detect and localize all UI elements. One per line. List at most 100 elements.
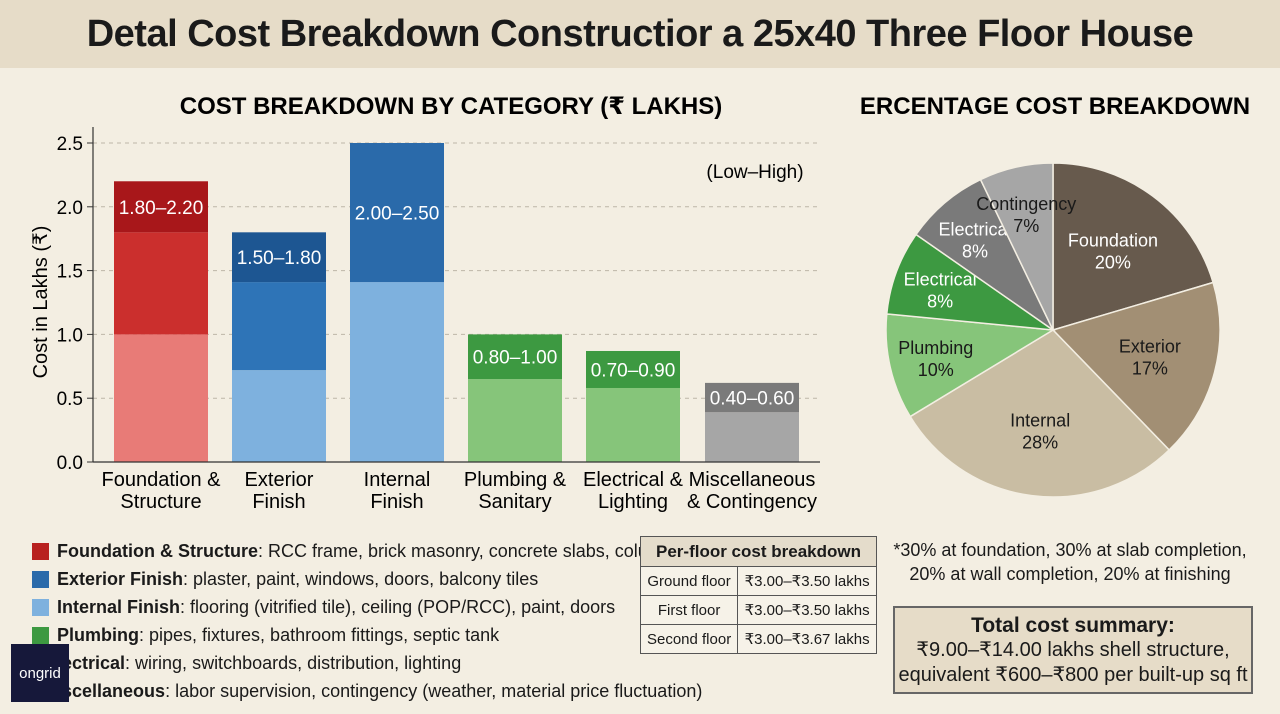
- pie-slice: [979, 162, 1054, 331]
- per-floor-table: Per-floor cost breakdown Ground floor ₹3…: [639, 536, 877, 654]
- payment-note: *30% at foundation, 30% at slab completi…: [890, 538, 1250, 586]
- floor-cost: ₹3.00–₹3.67 lakhs: [737, 624, 877, 654]
- pie-slice-name: Electrical: [939, 219, 1012, 239]
- legend-swatch: [32, 598, 49, 616]
- bar-segment: [114, 181, 208, 233]
- legend-row-plumbing: Plumbing : pipes, fixtures, bathroom fit…: [32, 621, 652, 649]
- floor-name: Ground floor: [639, 566, 739, 596]
- bar-value-label: 1.50–1.80: [237, 248, 322, 269]
- x-tick-label: Electrical &: [583, 469, 684, 491]
- bar-segment: [232, 232, 326, 283]
- x-tick-label: Lighting: [598, 491, 668, 513]
- pie-slice: [885, 313, 1056, 418]
- bar-segment: [232, 370, 326, 462]
- pie-slice-percent: 28%: [1022, 432, 1058, 452]
- y-tick-label: 1.5: [57, 262, 83, 283]
- legend-name: iscellaneous: [57, 680, 166, 701]
- pie-slice-name: Electrical: [904, 269, 977, 289]
- pie-slice-percent: 20%: [1095, 253, 1131, 273]
- pie-slice: [909, 329, 1171, 498]
- legend-name: Exterior Finish: [57, 568, 184, 589]
- legend-row-miscellaneous: iscellaneous : labor supervision, contin…: [32, 677, 702, 705]
- bar-segment: [586, 387, 680, 462]
- summary-line: equivalent ₹600–₹800 per built-up sq ft: [898, 664, 1248, 686]
- bar-segment: [468, 379, 562, 462]
- bar-segment: [705, 382, 799, 413]
- table-row: Ground floor ₹3.00–₹3.50 lakhs: [639, 566, 877, 596]
- pie-slice-name: Plumbing: [898, 338, 973, 358]
- bar-value-label: 2.00–2.50: [355, 204, 440, 225]
- pie-slice-name: Exterior: [1119, 336, 1181, 356]
- x-tick-label: Plumbing &: [464, 469, 567, 491]
- chart-annotation: (Low–High): [706, 162, 803, 183]
- legend-name: Plumbing: [57, 624, 139, 645]
- bar-value-label: 0.40–0.60: [710, 389, 795, 410]
- x-tick-label: Internal: [364, 469, 431, 491]
- legend-swatch: [32, 626, 49, 644]
- bar-segment: [705, 412, 799, 462]
- y-tick-label: 0.0: [57, 453, 83, 474]
- bar-segment: [350, 143, 444, 283]
- logo-text: ongrid: [19, 664, 61, 682]
- chart-title: COST BREAKDOWN BY CATEGORY (₹ LAKHS): [180, 93, 722, 120]
- legend-row-internal: Internal Finish : flooring (vitrified ti…: [32, 593, 652, 621]
- bar-segment: [586, 350, 680, 388]
- legend-name: Foundation & Structure: [57, 540, 258, 561]
- legend-row-foundation: Foundation & Structure : RCC frame, bric…: [32, 537, 682, 565]
- bar-chart: COST BREAKDOWN BY CATEGORY (₹ LAKHS) Cost…: [30, 93, 820, 513]
- category-legend: Foundation & Structure : RCC frame, bric…: [32, 537, 702, 705]
- floor-name: First floor: [639, 595, 739, 625]
- payment-note-line: *30% at foundation, 30% at slab completi…: [893, 540, 1247, 560]
- pie-slice-name: Foundation: [1068, 231, 1158, 251]
- legend-desc: : plaster, paint, windows, doors, balcon…: [183, 568, 539, 589]
- x-tick-label: & Contingency: [687, 491, 817, 513]
- y-tick-label: 1.0: [57, 325, 83, 346]
- pie-slice-percent: 10%: [918, 360, 954, 380]
- legend-desc: : RCC frame, brick masonry, concrete sla…: [258, 540, 682, 561]
- legend-desc: : labor supervision, contingency (weathe…: [165, 680, 703, 701]
- bar-value-label: 1.80–2.20: [119, 198, 204, 219]
- page-title: Detal Cost Breakdown Constructior a 25x4…: [0, 0, 1280, 68]
- x-tick-label: Foundation &: [102, 469, 222, 491]
- pie-slice: [1051, 281, 1221, 452]
- table-row: First floor ₹3.00–₹3.50 lakhs: [639, 595, 877, 625]
- bar-value-label: 0.80–1.00: [473, 348, 558, 369]
- summary-line: ₹9.00–₹14.00 lakhs shell structure,: [916, 639, 1230, 661]
- x-tick-label: Finish: [370, 491, 423, 513]
- legend-swatch: [32, 570, 49, 588]
- floor-cost: ₹3.00–₹3.50 lakhs: [737, 566, 877, 596]
- legend-swatch: [32, 542, 49, 560]
- x-tick-label: Miscellaneous: [689, 469, 816, 491]
- legend-desc: : pipes, fixtures, bathroom fittings, se…: [139, 624, 500, 645]
- pie-slice-percent: 8%: [927, 291, 953, 311]
- table-header: Per-floor cost breakdown: [640, 536, 877, 567]
- y-axis-label: Cost in Lakhs (₹): [30, 226, 52, 379]
- floor-name: Second floor: [639, 624, 739, 654]
- x-tick-label: Exterior: [245, 469, 314, 491]
- pie-title: PERCENTAGE COST BREAKDOWN: [860, 93, 1250, 120]
- total-cost-summary: Total cost summary: ₹9.00–₹14.00 lakhs s…: [893, 606, 1253, 694]
- bar-segment: [468, 334, 562, 380]
- bar-segment: [114, 334, 208, 462]
- legend-name: Internal Finish: [57, 596, 181, 617]
- pie-slice-percent: 8%: [962, 241, 988, 261]
- y-tick-label: 0.5: [57, 389, 83, 410]
- pie-slice-percent: 7%: [1013, 216, 1039, 236]
- pie-slice-percent: 17%: [1132, 358, 1168, 378]
- bar-segment: [114, 232, 208, 335]
- payment-note-line: 20% at wall completion, 20% at finishing: [909, 564, 1231, 584]
- legend-name: lectrical: [57, 652, 126, 673]
- pie-slice-name: Internal: [1010, 410, 1070, 430]
- pie-slice: [1052, 162, 1215, 332]
- bar-value-label: 0.70–0.90: [591, 360, 676, 381]
- bar-segment: [232, 282, 326, 371]
- legend-desc: : flooring (vitrified tile), ceiling (PO…: [180, 596, 616, 617]
- pie-slice-name: Contingency: [976, 194, 1076, 214]
- x-tick-label: Sanitary: [478, 491, 551, 513]
- x-tick-label: Structure: [120, 491, 201, 513]
- legend-row-exterior: Exterior Finish : plaster, paint, window…: [32, 565, 652, 593]
- table-row: Second floor ₹3.00–₹3.67 lakhs: [639, 624, 877, 654]
- x-tick-label: Finish: [252, 491, 305, 513]
- legend-desc: : wiring, switchboards, distribution, li…: [125, 652, 462, 673]
